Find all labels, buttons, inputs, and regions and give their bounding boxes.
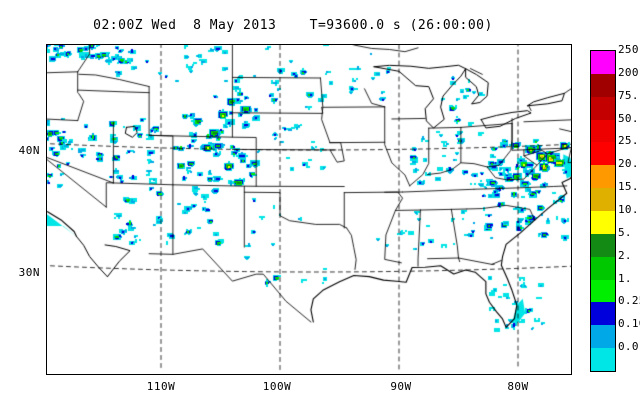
colorbar-tick-label-10: 1. xyxy=(618,271,632,285)
colorbar-tick-label-2: 75. xyxy=(618,88,639,102)
colorbar-tick-label-5: 20. xyxy=(618,157,639,171)
y-axis-tick-30n: 30N xyxy=(18,266,40,279)
colorbar-band-5 xyxy=(591,165,615,189)
x-axis-tick-80w: 80W xyxy=(507,380,529,393)
colorbar-tick-label-13: 0.01 xyxy=(618,340,640,354)
colorbar-band-13 xyxy=(591,348,615,372)
x-axis-tick-110w: 110W xyxy=(146,380,176,393)
colorbar-band-9 xyxy=(591,256,615,280)
colorbar-band-12 xyxy=(591,325,615,349)
colorbar-band-0 xyxy=(591,51,615,74)
colorbar-labels: 250. 200. 75. 50. 25. 20. 15. 10. 5. 2. 1. 0.25 0.10… xyxy=(618,43,640,372)
map-plot-area xyxy=(46,44,572,375)
x-axis-tick-100w: 100W xyxy=(262,380,292,393)
colorbar xyxy=(590,50,616,372)
colorbar-tick-label-12: 0.10 xyxy=(618,317,640,331)
colorbar-tick-label-7: 10. xyxy=(618,203,639,216)
figure-title: 02:00Z Wed 8 May 2013 T=93600.0 s (26:00… xyxy=(93,18,493,33)
colorbar-band-10 xyxy=(591,279,615,303)
colorbar-tick-label-9: 2. xyxy=(618,248,632,262)
colorbar-band-6 xyxy=(591,188,615,212)
colorbar-band-2 xyxy=(591,96,615,120)
colorbar-tick-label-3: 50. xyxy=(618,111,639,125)
colorbar-band-3 xyxy=(591,119,615,143)
colorbar-tick-label-8: 5. xyxy=(618,225,632,239)
colorbar-band-1 xyxy=(591,73,615,97)
x-axis-tick-90w: 90W xyxy=(390,380,412,393)
colorbar-tick-label-1: 200. xyxy=(618,65,640,79)
colorbar-tick-label-0: 250. xyxy=(618,43,640,56)
colorbar-tick-label-11: 0.25 xyxy=(618,294,640,308)
y-axis-tick-40n: 40N xyxy=(18,144,40,157)
colorbar-band-8 xyxy=(591,233,615,257)
colorbar-band-11 xyxy=(591,302,615,326)
colorbar-band-7 xyxy=(591,211,615,234)
colorbar-tick-label-6: 15. xyxy=(618,180,639,194)
colorbar-tick-label-4: 25. xyxy=(618,134,639,148)
precipitation-raster xyxy=(47,45,571,374)
colorbar-band-4 xyxy=(591,142,615,166)
